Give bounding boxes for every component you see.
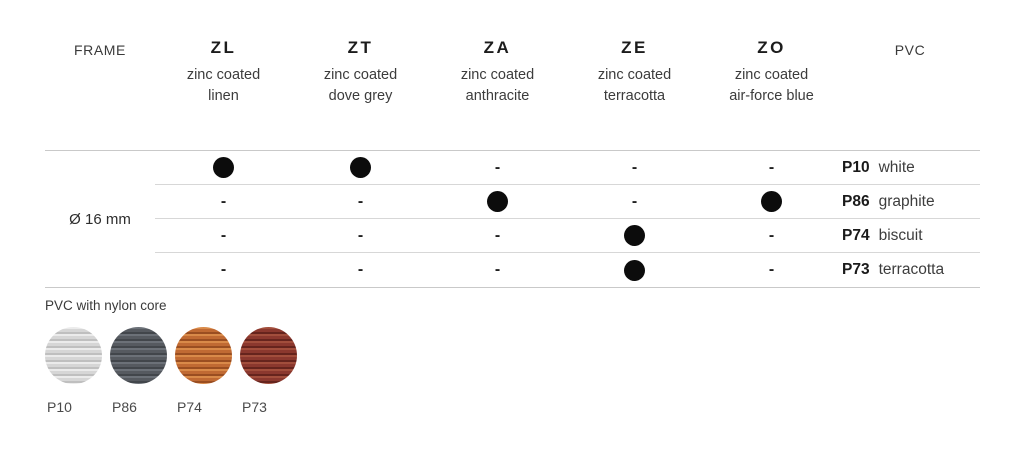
compatibility-dot	[487, 191, 508, 212]
frame-diameter-label: Ø 16 mm	[69, 210, 131, 228]
column-header-zl: ZL zinc coated linen	[155, 26, 292, 150]
compatibility-dot	[761, 191, 782, 212]
desc-line-1: zinc coated	[597, 67, 672, 83]
pvc-swatch-p73	[240, 327, 297, 384]
matrix-cell: -	[566, 151, 703, 185]
pvc-row-label: P74 biscuit	[840, 219, 980, 253]
pvc-column-header: PVC	[894, 42, 926, 58]
compatibility-table: FRAME ZL zinc coated linen ZT zinc coate…	[45, 26, 980, 288]
matrix-cell: -	[494, 261, 501, 278]
table-body: Ø 16 mm - - - P10 white - - - P86 graphi…	[45, 150, 980, 288]
matrix-cell	[292, 151, 429, 185]
matrix-cell	[566, 253, 703, 287]
swatch-item-p74: P74	[175, 327, 232, 415]
matrix-cell	[566, 219, 703, 253]
column-header-za: ZA zinc coated anthracite	[429, 26, 566, 150]
pvc-name: white	[878, 158, 915, 176]
pvc-name: biscuit	[878, 226, 923, 244]
swatch-item-p86: P86	[110, 327, 167, 415]
matrix-cell: -	[768, 261, 775, 278]
swatch-label: P86	[112, 399, 137, 415]
legend-title: PVC with nylon core	[45, 298, 167, 313]
matrix-cell	[155, 151, 292, 185]
matrix-cell: -	[155, 219, 292, 253]
swatch-item-p73: P73	[240, 327, 297, 415]
pvc-code: P10	[842, 158, 870, 176]
desc-line-2: terracotta	[603, 88, 666, 105]
pvc-name: terracotta	[878, 261, 945, 278]
frame-column-header: FRAME	[74, 42, 126, 58]
pvc-name: graphite	[878, 192, 935, 210]
frame-desc-zo: zinc coated air-force blue	[703, 65, 840, 107]
pvc-swatch-p10	[45, 327, 102, 384]
desc-line-2: anthracite	[465, 88, 530, 105]
pvc-code: P73	[842, 261, 870, 278]
pvc-swatch-p74	[175, 327, 232, 384]
swatch-item-p10: P10	[45, 327, 102, 415]
desc-line-2: linen	[208, 88, 239, 105]
frame-code-zl: ZL	[210, 38, 237, 57]
frame-code-zt: ZT	[347, 38, 374, 57]
matrix-cell	[429, 185, 566, 219]
pvc-row-label: P86 graphite	[840, 185, 980, 219]
frame-desc-zl: zinc coated linen	[155, 65, 292, 107]
frame-code-za: ZA	[483, 38, 512, 57]
pvc-code: P74	[842, 226, 870, 244]
matrix-cell: -	[292, 185, 429, 219]
table-header-row: FRAME ZL zinc coated linen ZT zinc coate…	[45, 26, 980, 150]
compatibility-dot	[624, 225, 645, 246]
frame-desc-zt: zinc coated dove grey	[292, 65, 429, 107]
matrix-cell: -	[703, 151, 840, 185]
compatibility-dot	[624, 259, 645, 281]
frame-code-zo: ZO	[757, 38, 786, 57]
matrix-cell: -	[429, 219, 566, 253]
desc-line-2: dove grey	[328, 88, 393, 105]
swatch-label: P10	[47, 399, 72, 415]
matrix-cell: -	[429, 151, 566, 185]
frame-code-ze: ZE	[621, 38, 648, 57]
matrix-cell: -	[155, 185, 292, 219]
pvc-legend: PVC with nylon core P10 P86 P74 P73	[45, 298, 297, 415]
column-header-zo: ZO zinc coated air-force blue	[703, 26, 840, 150]
pvc-code: P86	[842, 192, 870, 210]
desc-line-1: zinc coated	[460, 67, 535, 83]
column-header-ze: ZE zinc coated terracotta	[566, 26, 703, 150]
desc-line-1: zinc coated	[734, 67, 809, 83]
pvc-row-label: P10 white	[840, 151, 980, 185]
pvc-swatch-p86	[110, 327, 167, 384]
matrix-cell: -	[566, 185, 703, 219]
frame-desc-ze: zinc coated terracotta	[566, 65, 703, 107]
matrix-cell: -	[220, 261, 227, 278]
swatch-label: P73	[242, 399, 267, 415]
matrix-cell: -	[357, 261, 364, 278]
desc-line-1: zinc coated	[323, 67, 398, 83]
frame-desc-za: zinc coated anthracite	[429, 65, 566, 107]
pvc-row-label: P73 terracotta	[840, 253, 980, 287]
compatibility-dot	[350, 157, 371, 178]
swatch-label: P74	[177, 399, 202, 415]
matrix-cell: -	[703, 219, 840, 253]
compatibility-dot	[213, 157, 234, 178]
matrix-cell: -	[292, 219, 429, 253]
column-header-zt: ZT zinc coated dove grey	[292, 26, 429, 150]
swatch-row: P10 P86 P74 P73	[45, 327, 297, 415]
desc-line-1: zinc coated	[186, 67, 261, 83]
matrix-cell	[703, 185, 840, 219]
desc-line-2: air-force blue	[729, 88, 814, 105]
